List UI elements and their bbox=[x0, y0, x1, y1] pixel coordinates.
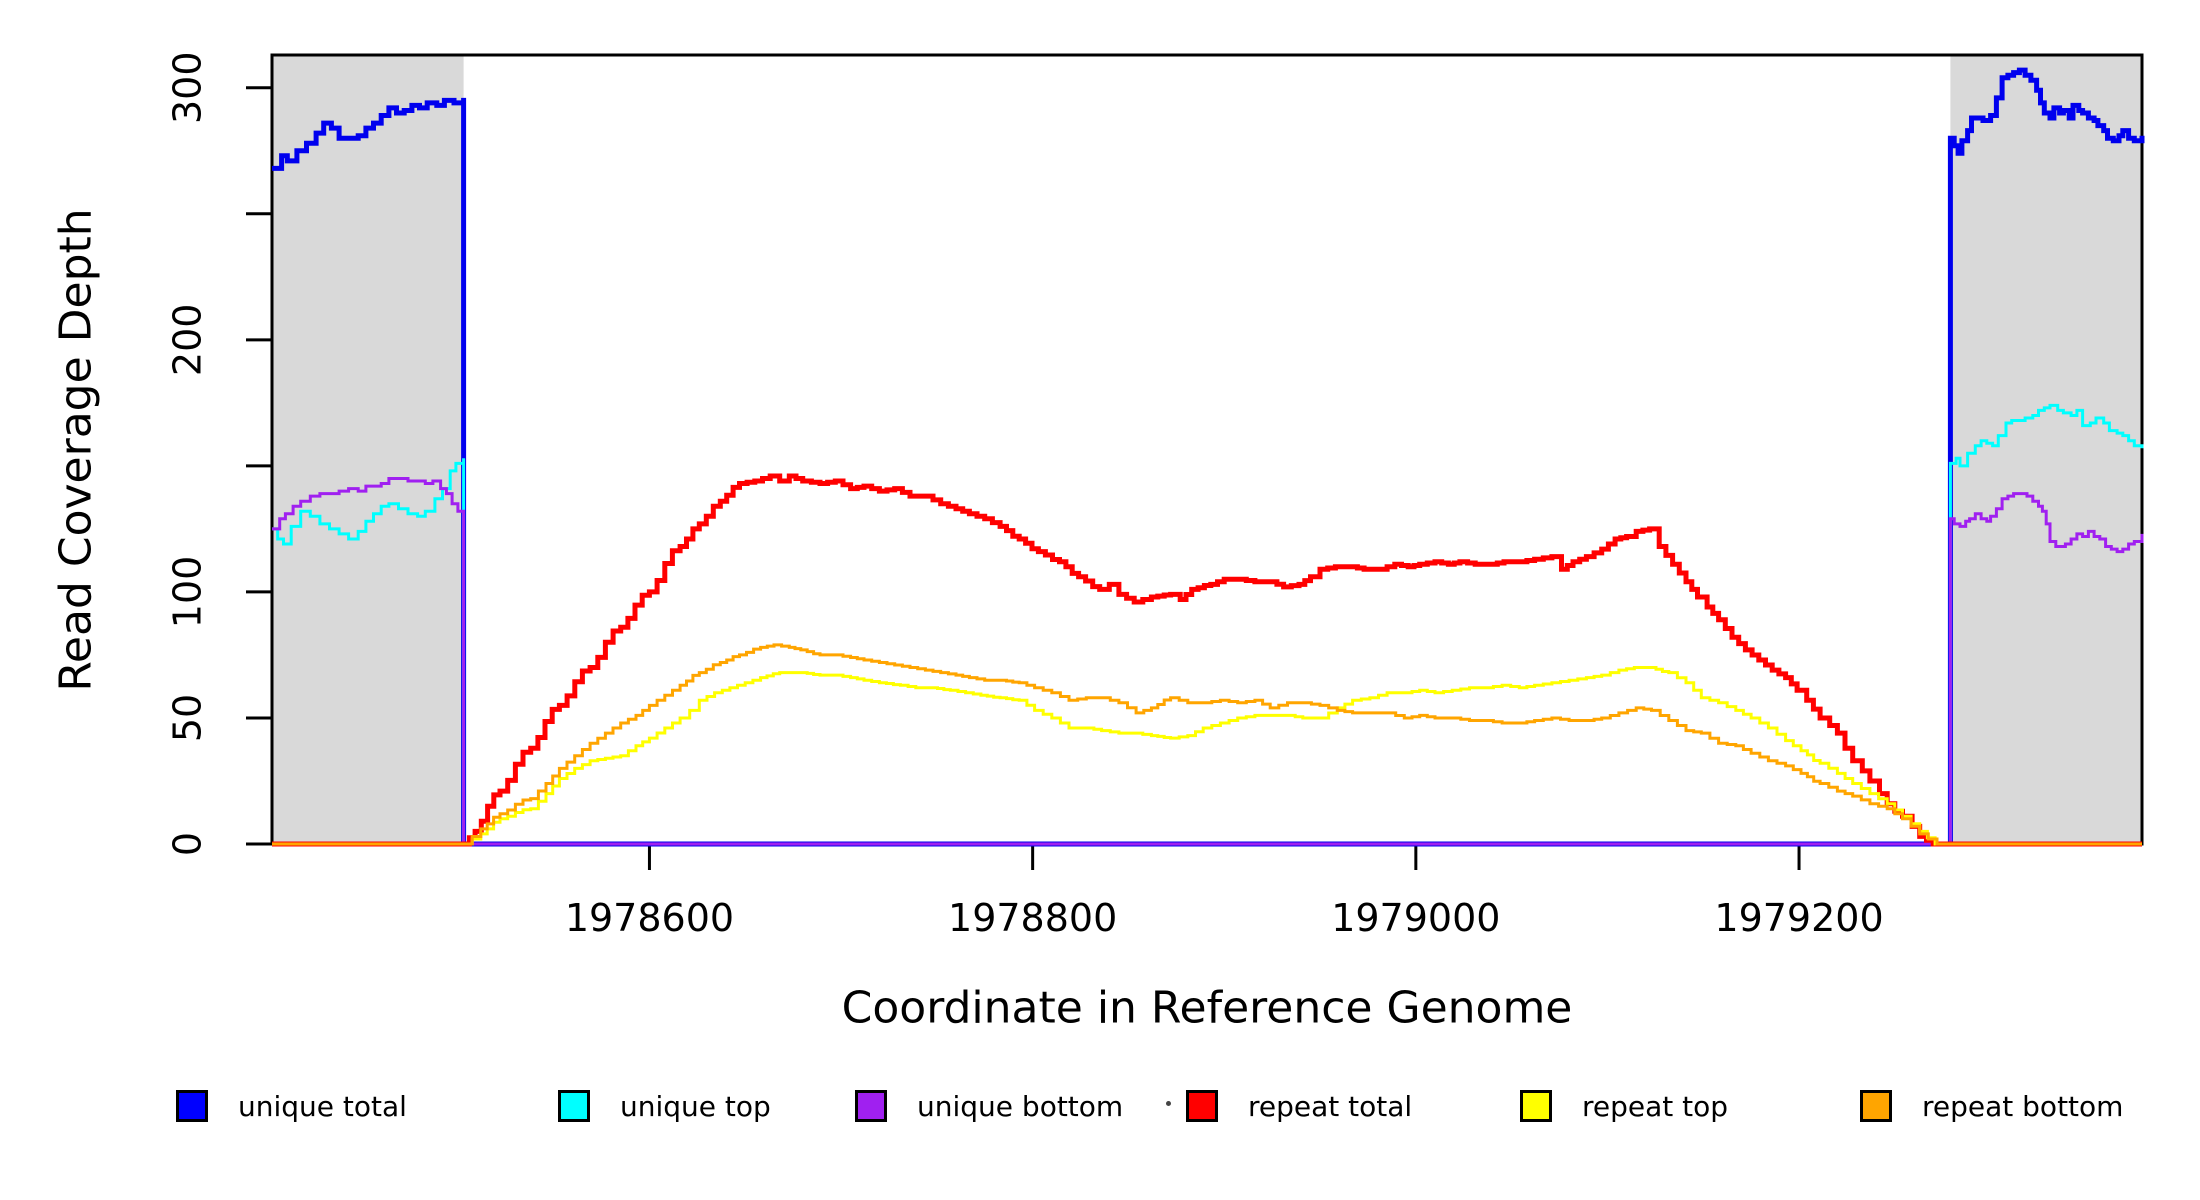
x-tick-label: 1978600 bbox=[565, 896, 734, 940]
series-repeat-total bbox=[272, 473, 2142, 847]
y-tick-label: 0 bbox=[166, 832, 210, 856]
legend-label: unique bottom bbox=[917, 1089, 1124, 1123]
shaded-region-1 bbox=[1950, 55, 2142, 844]
plot-box bbox=[270, 53, 2144, 846]
x-tick-label: 1979000 bbox=[1331, 896, 1500, 940]
legend-label: unique top bbox=[620, 1089, 771, 1123]
y-tick-label: 100 bbox=[166, 556, 210, 629]
series-unique-bottom bbox=[272, 477, 2144, 846]
y-axis-title: Read Coverage Depth bbox=[50, 208, 102, 692]
series-repeat-bottom bbox=[272, 643, 2142, 846]
legend-swatch-unique-total bbox=[176, 1090, 208, 1122]
legend-item-repeat-total: repeat total bbox=[1186, 1088, 1412, 1124]
legend-item-repeat-bottom: repeat bottom bbox=[1860, 1088, 2123, 1124]
legend-label: unique total bbox=[238, 1089, 407, 1123]
series-repeat-top bbox=[272, 666, 2142, 846]
stray-dot-artifact bbox=[1166, 1101, 1171, 1106]
legend-item-unique-bottom: unique bottom bbox=[855, 1088, 1123, 1124]
y-tick-label: 300 bbox=[166, 52, 210, 125]
shaded-region-0 bbox=[272, 55, 464, 844]
legend-swatch-unique-top bbox=[558, 1090, 590, 1122]
legend-swatch-repeat-top bbox=[1520, 1090, 1552, 1122]
x-tick-label: 1979200 bbox=[1714, 896, 1883, 940]
x-axis-title: Coordinate in Reference Genome bbox=[841, 982, 1573, 1034]
legend-label: repeat total bbox=[1248, 1089, 1413, 1123]
y-tick-label: 200 bbox=[166, 304, 210, 377]
legend-label: repeat top bbox=[1582, 1089, 1729, 1123]
legend-item-unique-top: unique top bbox=[558, 1088, 771, 1124]
x-tick-label: 1978800 bbox=[948, 896, 1117, 940]
y-tick-label: 50 bbox=[166, 694, 210, 742]
legend-swatch-repeat-bottom bbox=[1860, 1090, 1892, 1122]
legend-swatch-repeat-total bbox=[1186, 1090, 1218, 1122]
legend-item-repeat-top: repeat top bbox=[1520, 1088, 1728, 1124]
legend-item-unique-total: unique total bbox=[176, 1088, 407, 1124]
legend-label: repeat bottom bbox=[1922, 1089, 2124, 1123]
legend-swatch-unique-bottom bbox=[855, 1090, 887, 1122]
